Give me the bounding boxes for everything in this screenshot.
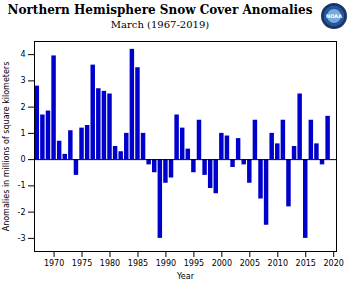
svg-text:1995: 1995 — [184, 259, 204, 268]
svg-text:1985: 1985 — [128, 259, 148, 268]
svg-text:2010: 2010 — [268, 259, 288, 268]
svg-text:2: 2 — [20, 103, 25, 112]
svg-text:2015: 2015 — [296, 259, 316, 268]
svg-text:1: 1 — [20, 129, 25, 138]
svg-text:3: 3 — [20, 76, 25, 85]
svg-text:1975: 1975 — [72, 259, 92, 268]
svg-text:1980: 1980 — [100, 259, 120, 268]
svg-text:2020: 2020 — [324, 259, 344, 268]
html-text:NOAA: NOAA — [326, 13, 342, 19]
svg-text:4: 4 — [20, 50, 25, 59]
svg-text:-1: -1 — [18, 181, 26, 190]
svg-text:0: 0 — [20, 155, 25, 164]
svg-text:2000: 2000 — [212, 259, 232, 268]
html-text:March (1967-2019): March (1967-2019) — [110, 19, 210, 30]
svg-text:1990: 1990 — [156, 259, 176, 268]
svg-text:2005: 2005 — [240, 259, 260, 268]
svg-text:Anomalies in millions of squar: Anomalies in millions of square kilomete… — [2, 62, 11, 232]
svg-text:-3: -3 — [18, 234, 26, 243]
html-text:Northern Hemisphere Snow Cover: Northern Hemisphere Snow Cover Anomalies — [7, 3, 313, 17]
svg-text:-2: -2 — [18, 208, 26, 217]
svg-text:Year: Year — [176, 272, 195, 281]
svg-text:1970: 1970 — [44, 259, 64, 268]
